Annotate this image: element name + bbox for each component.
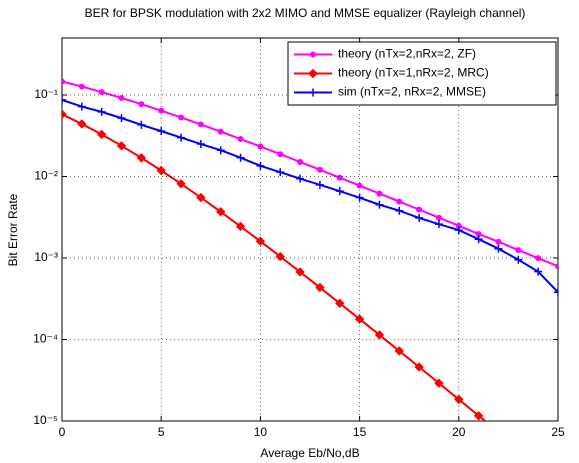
marker <box>196 192 206 203</box>
marker <box>138 101 145 108</box>
marker <box>473 411 484 421</box>
marker <box>394 346 404 356</box>
marker <box>276 168 285 177</box>
marker <box>354 314 365 324</box>
marker <box>396 198 403 205</box>
marker <box>336 174 343 181</box>
marker <box>256 161 265 170</box>
x-tick-label: 25 <box>551 425 565 439</box>
marker <box>514 255 523 264</box>
marker <box>255 236 266 246</box>
legend-label: theory (nTx=1,nRx=2, MRC) <box>338 66 489 80</box>
marker <box>176 179 186 189</box>
marker <box>137 120 146 129</box>
marker <box>555 263 558 270</box>
marker <box>315 180 324 189</box>
marker <box>217 128 224 135</box>
marker <box>414 362 424 372</box>
marker <box>296 174 305 183</box>
marker <box>77 102 86 111</box>
marker <box>554 288 558 297</box>
marker <box>62 78 65 85</box>
marker <box>335 298 345 309</box>
marker <box>515 247 522 254</box>
marker <box>308 68 318 79</box>
plot-area <box>62 78 558 421</box>
marker <box>118 94 125 101</box>
marker <box>495 238 502 245</box>
x-tick-label: 20 <box>452 425 466 439</box>
marker <box>96 129 107 140</box>
marker <box>375 200 384 209</box>
marker <box>235 221 246 232</box>
marker <box>196 140 205 149</box>
marker <box>78 83 85 90</box>
marker <box>62 95 66 104</box>
marker <box>277 151 284 158</box>
marker <box>297 158 304 165</box>
marker <box>178 114 185 121</box>
marker <box>356 182 363 189</box>
marker <box>435 214 442 221</box>
marker <box>97 107 106 116</box>
x-axis-label: Average Eb/No,dB <box>260 446 359 460</box>
marker <box>197 121 204 128</box>
marker <box>310 51 316 58</box>
marker <box>116 141 127 151</box>
marker <box>434 220 443 229</box>
chart-title: BER for BPSK modulation with 2x2 MIMO an… <box>85 6 526 20</box>
series-line <box>62 80 558 268</box>
y-tick-label: 10⁻¹ <box>34 87 58 101</box>
marker <box>177 133 186 142</box>
marker <box>136 153 147 163</box>
series-line <box>62 98 558 293</box>
marker <box>434 378 444 388</box>
marker <box>376 190 383 197</box>
marker <box>534 267 543 276</box>
marker <box>157 127 166 136</box>
legend-box <box>287 41 557 106</box>
marker <box>309 88 317 97</box>
marker <box>415 213 424 222</box>
legend-label: sim (nTx=2, nRx=2, MMSE) <box>338 85 486 99</box>
legend-label: theory (nTx=2,nRx=2, ZF) <box>338 47 476 61</box>
marker <box>77 119 87 129</box>
series-line <box>62 113 487 421</box>
marker <box>236 153 245 162</box>
marker <box>474 235 483 244</box>
y-tick-label: 10⁻³ <box>34 250 58 264</box>
x-tick-label: 0 <box>59 425 66 439</box>
y-axis-label: Bit Error Rate <box>6 193 20 266</box>
marker <box>295 267 305 277</box>
marker <box>395 206 404 215</box>
marker <box>216 207 226 217</box>
marker <box>374 330 385 340</box>
marker <box>275 251 285 262</box>
marker <box>237 136 244 143</box>
y-tick-label: 10⁻⁴ <box>33 332 58 346</box>
y-tick-label: 10⁻⁵ <box>33 413 58 427</box>
marker <box>316 166 323 173</box>
x-tick-label: 15 <box>353 425 367 439</box>
marker <box>117 114 126 123</box>
marker <box>494 244 503 253</box>
y-tick-label: 10⁻² <box>34 169 58 183</box>
marker <box>216 146 225 155</box>
marker <box>454 394 464 405</box>
marker <box>416 206 423 213</box>
x-tick-label: 10 <box>254 425 268 439</box>
marker <box>98 89 105 96</box>
marker <box>315 282 325 293</box>
marker <box>335 187 344 196</box>
x-tick-label: 5 <box>158 425 165 439</box>
marker <box>62 109 67 119</box>
